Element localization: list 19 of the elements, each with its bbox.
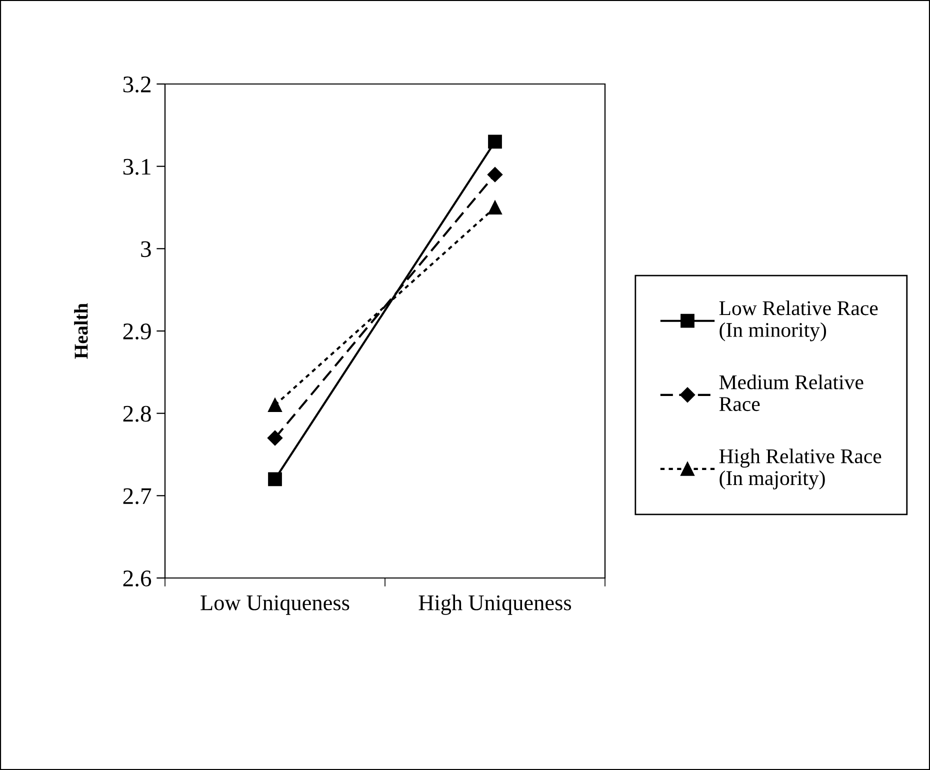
x-tick-label: Low Uniqueness (200, 595, 350, 615)
y-tick-label: 2.8 (123, 406, 151, 422)
point (488, 200, 502, 214)
point (267, 430, 283, 446)
y-tick-label: 3.1 (123, 158, 150, 175)
y-tick-label: 3 (141, 241, 151, 258)
legend-label: Medium Relative Race (719, 374, 864, 412)
legend-label: High Relative Race (In majority) (719, 448, 882, 490)
y-tick-label: 2.6 (123, 570, 152, 587)
point (268, 398, 282, 412)
y-tick-label: 2.7 (123, 488, 152, 504)
point (268, 472, 282, 486)
point (487, 166, 503, 182)
y-tick-label: 2.9 (123, 324, 151, 340)
legend-label: Low Relative Race (In minority) (719, 300, 878, 342)
point (488, 134, 502, 149)
x-tick-label: High Uniqueness (418, 594, 572, 615)
y-tick-label: 3.2 (123, 76, 151, 93)
y-axis-title: Health (74, 303, 88, 359)
